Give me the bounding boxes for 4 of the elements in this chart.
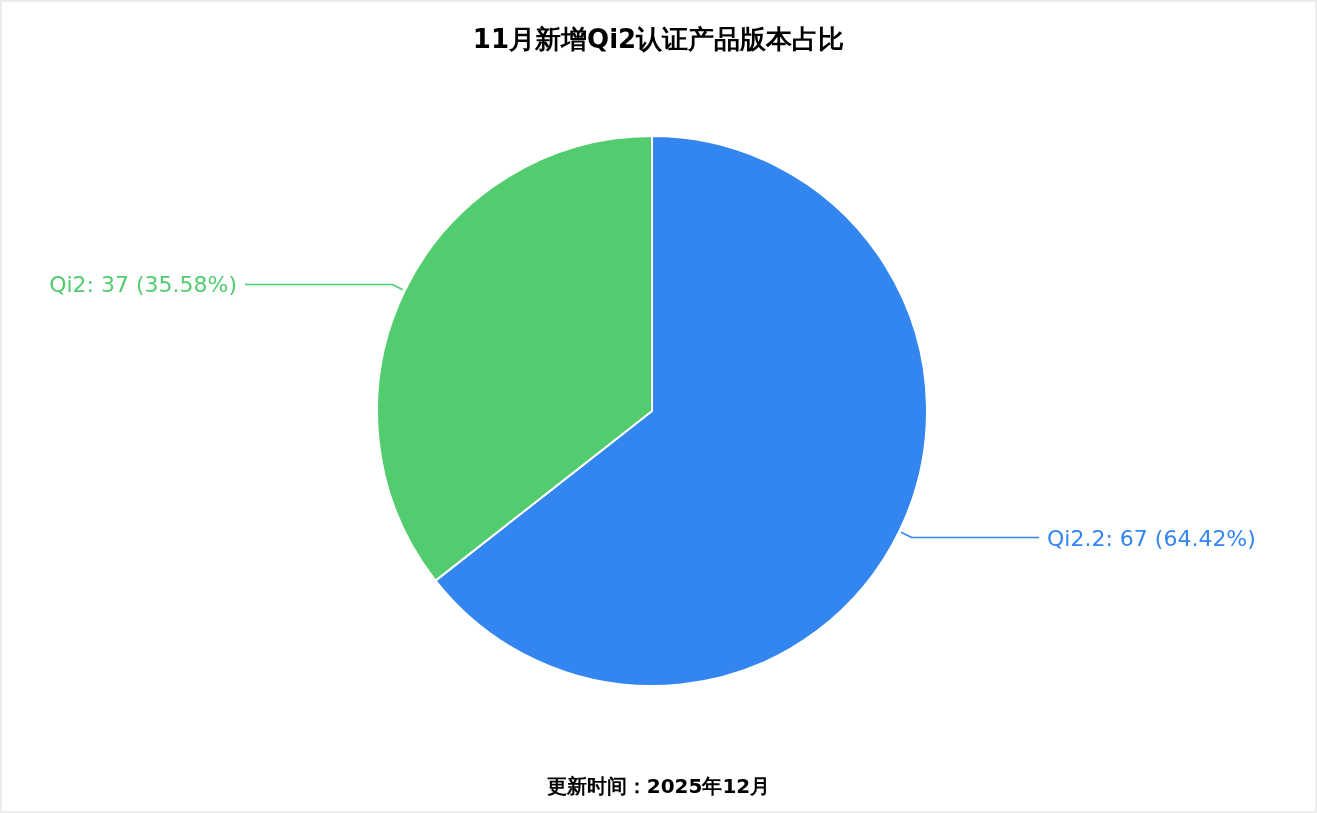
text: 更新时间：2025年12月 — [546, 774, 771, 798]
slice-label: Qi2: 37 (35.58%) — [49, 272, 237, 298]
chart-title: 11月新增Qi2认证产品版本占比 — [472, 24, 845, 54]
slice-label: Qi2.2: 67 (64.42%) — [1047, 525, 1256, 551]
